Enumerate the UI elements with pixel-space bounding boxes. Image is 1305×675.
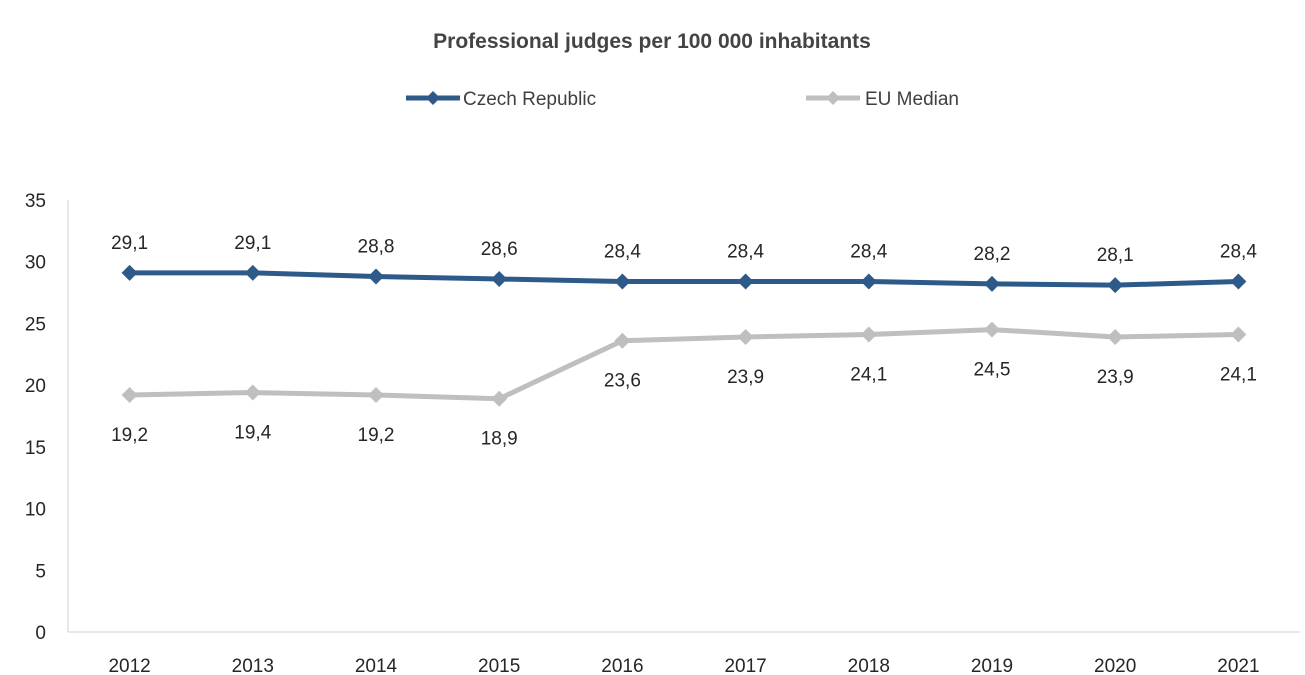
data-label-czech-republic: 28,4 <box>727 241 764 262</box>
x-tick-label: 2021 <box>1217 656 1259 675</box>
y-tick-label: 20 <box>25 376 46 397</box>
data-label-czech-republic: 28,4 <box>604 241 641 262</box>
data-label-eu-median: 23,9 <box>727 367 764 388</box>
y-tick-label: 0 <box>35 623 46 644</box>
series-line-czech-republic <box>127 270 1241 288</box>
data-label-eu-median: 24,1 <box>1220 365 1257 386</box>
data-label-czech-republic: 29,1 <box>111 233 148 254</box>
data-label-eu-median: 19,2 <box>111 425 148 446</box>
legend-item-czech-republic: Czech Republic <box>406 89 596 110</box>
data-point-eu-median <box>244 384 261 401</box>
x-tick-label: 2012 <box>108 656 150 675</box>
data-point-eu-median <box>121 387 138 404</box>
data-point-czech-republic <box>1230 273 1247 290</box>
x-tick-label: 2017 <box>724 656 766 675</box>
data-point-eu-median <box>491 390 508 407</box>
x-tick-label: 2018 <box>848 656 890 675</box>
series-czech-republic: 29,1 29,1 28,8 28,6 28,4 28,4 28,4 28,2 28,1 28,4 <box>111 233 1257 294</box>
legend-label-eu-median: EU Median <box>865 89 959 110</box>
legend-marker-czech-republic <box>426 91 440 105</box>
data-point-eu-median <box>984 321 1000 338</box>
data-point-czech-republic <box>860 273 877 290</box>
data-point-eu-median <box>860 326 877 343</box>
series-line-eu-median <box>127 327 1241 402</box>
data-point-czech-republic <box>614 273 631 290</box>
axes: 0 5 10 15 20 25 30 35 2012 2013 2014 2015 2016 2017 20… <box>25 191 1300 675</box>
y-tick-label: 5 <box>35 561 46 582</box>
data-point-eu-median <box>1230 326 1247 343</box>
data-point-czech-republic <box>368 268 384 285</box>
x-tick-label: 2015 <box>478 656 520 675</box>
data-point-czech-republic <box>244 264 261 281</box>
y-tick-label: 30 <box>25 253 46 274</box>
y-tick-label: 15 <box>25 438 46 459</box>
data-label-eu-median: 24,5 <box>974 360 1011 381</box>
data-point-eu-median <box>737 329 754 346</box>
x-tick-label: 2014 <box>355 656 398 675</box>
data-label-czech-republic: 28,1 <box>1097 245 1134 266</box>
data-label-eu-median: 19,4 <box>234 423 271 444</box>
data-label-eu-median: 18,9 <box>481 429 518 450</box>
x-tick-label: 2013 <box>232 656 274 675</box>
data-point-eu-median <box>614 332 631 349</box>
data-label-eu-median: 23,6 <box>604 371 641 392</box>
data-label-eu-median: 19,2 <box>358 425 395 446</box>
data-point-eu-median <box>1107 329 1124 346</box>
legend: Czech Republic EU Median <box>406 89 959 110</box>
x-tick-label: 2016 <box>601 656 643 675</box>
series-layer: 29,1 29,1 28,8 28,6 28,4 28,4 28,4 28,2 28,1 28,4… <box>111 233 1257 450</box>
data-label-czech-republic: 29,1 <box>234 233 271 254</box>
data-label-czech-republic: 28,6 <box>481 239 518 260</box>
data-label-eu-median: 24,1 <box>850 365 887 386</box>
y-tick-label: 10 <box>25 500 46 521</box>
y-tick-label: 35 <box>25 191 46 212</box>
data-label-czech-republic: 28,4 <box>850 241 887 262</box>
data-point-czech-republic <box>984 275 1000 292</box>
legend-label-czech-republic: Czech Republic <box>463 89 596 110</box>
data-point-czech-republic <box>1107 277 1124 294</box>
data-point-czech-republic <box>121 264 138 281</box>
data-point-eu-median <box>368 387 384 404</box>
x-tick-label: 2019 <box>971 656 1013 675</box>
data-label-czech-republic: 28,8 <box>358 237 395 258</box>
chart-title: Professional judges per 100 000 inhabita… <box>433 30 871 53</box>
x-tick-label: 2020 <box>1094 656 1136 675</box>
data-label-eu-median: 23,9 <box>1097 367 1134 388</box>
legend-marker-eu-median <box>826 91 840 105</box>
data-label-czech-republic: 28,4 <box>1220 241 1257 262</box>
legend-item-eu-median: EU Median <box>806 89 959 110</box>
data-point-czech-republic <box>491 270 508 287</box>
series-eu-median: 19,2 19,4 19,2 18,9 23,6 23,9 24,1 24,5 23,9 24,1 <box>111 321 1257 450</box>
data-point-czech-republic <box>737 273 754 290</box>
y-tick-label: 25 <box>25 314 46 335</box>
data-label-czech-republic: 28,2 <box>974 244 1011 265</box>
